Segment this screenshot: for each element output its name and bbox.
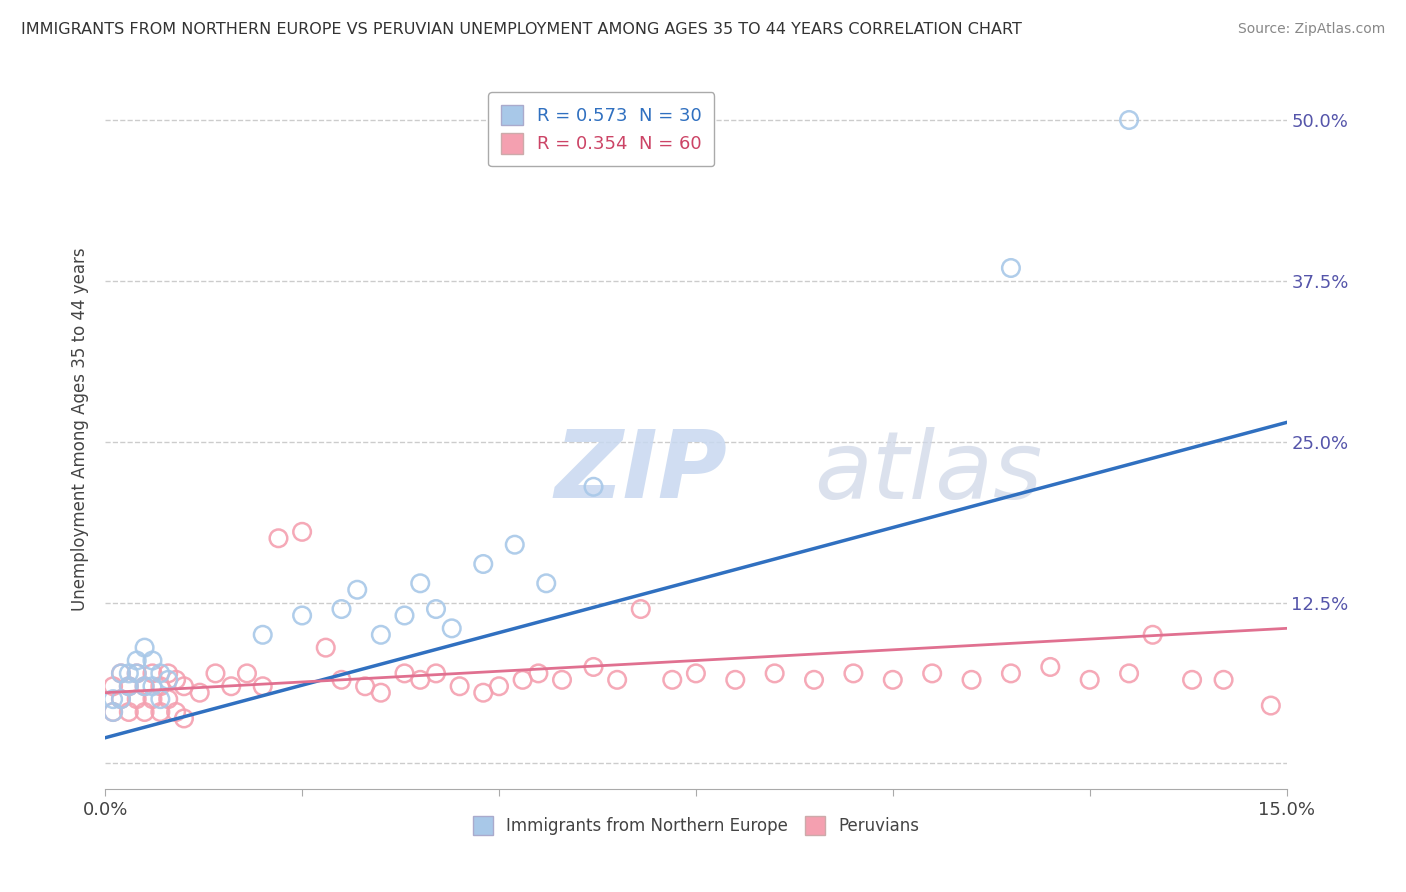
Point (685, 666, 707, 681)
Point (346, 582, 368, 597)
Point (1181, 673, 1204, 687)
Point (582, 480, 605, 494)
Point (425, 602, 447, 616)
Point (1118, 666, 1140, 681)
Point (118, 679, 141, 693)
Point (236, 666, 259, 681)
Point (472, 557, 495, 571)
Point (157, 666, 180, 681)
Text: IMMIGRANTS FROM NORTHERN EUROPE VS PERUVIAN UNEMPLOYMENT AMONG AGES 35 TO 44 YEA: IMMIGRANTS FROM NORTHERN EUROPE VS PERUV… (21, 22, 1022, 37)
Legend: Immigrants from Northern Europe, Peruvians: Immigrants from Northern Europe, Peruvia… (472, 815, 920, 835)
Point (291, 524, 314, 539)
Text: Source: ZipAtlas.com: Source: ZipAtlas.com (1237, 22, 1385, 37)
Point (440, 621, 463, 635)
Point (267, 531, 290, 545)
Y-axis label: Unemployment Among Ages 35 to 44 years: Unemployment Among Ages 35 to 44 years (72, 247, 89, 611)
Point (661, 673, 683, 687)
Point (134, 679, 156, 693)
Point (315, 640, 337, 655)
Point (630, 602, 652, 616)
Point (1000, 260, 1022, 275)
Point (188, 686, 211, 700)
Point (125, 692, 148, 706)
Point (149, 705, 172, 719)
Point (134, 679, 156, 693)
Point (149, 679, 172, 693)
Point (724, 673, 747, 687)
Point (204, 666, 226, 681)
Point (763, 666, 786, 681)
Point (149, 692, 172, 706)
Point (291, 608, 314, 623)
Point (141, 679, 163, 693)
Point (606, 673, 628, 687)
Point (165, 705, 187, 719)
Point (149, 666, 172, 681)
Point (173, 711, 195, 725)
Point (512, 673, 534, 687)
Point (125, 653, 148, 667)
Point (1260, 698, 1282, 713)
Point (803, 673, 825, 687)
Point (488, 679, 510, 693)
Point (370, 628, 392, 642)
Point (110, 666, 132, 681)
Point (110, 666, 132, 681)
Point (536, 576, 558, 591)
Point (252, 628, 274, 642)
Point (134, 705, 156, 719)
Point (118, 705, 141, 719)
Point (141, 692, 163, 706)
Point (118, 666, 141, 681)
Point (409, 673, 432, 687)
Point (1118, 113, 1140, 128)
Point (219, 679, 242, 693)
Point (1142, 628, 1164, 642)
Point (882, 673, 904, 687)
Point (134, 640, 156, 655)
Point (449, 679, 471, 693)
Point (110, 692, 132, 706)
Point (173, 679, 195, 693)
Point (110, 692, 132, 706)
Point (101, 705, 124, 719)
Point (330, 673, 353, 687)
Point (157, 673, 180, 687)
Point (394, 608, 416, 623)
Point (354, 679, 377, 693)
Point (472, 686, 495, 700)
Point (157, 692, 180, 706)
Point (141, 666, 163, 681)
Point (330, 602, 353, 616)
Point (101, 705, 124, 719)
Point (118, 679, 141, 693)
Point (409, 576, 432, 591)
Point (394, 666, 416, 681)
Point (960, 673, 983, 687)
Point (125, 666, 148, 681)
Text: ZIP: ZIP (554, 426, 727, 518)
Point (101, 692, 124, 706)
Point (425, 666, 447, 681)
Point (1078, 673, 1101, 687)
Point (1000, 666, 1022, 681)
Point (551, 673, 574, 687)
Point (582, 660, 605, 674)
Point (503, 538, 526, 552)
Point (101, 679, 124, 693)
Point (1039, 660, 1062, 674)
Text: atlas: atlas (814, 426, 1042, 517)
Point (921, 666, 943, 681)
Point (1212, 673, 1234, 687)
Point (165, 673, 187, 687)
Point (252, 679, 274, 693)
Point (842, 666, 865, 681)
Point (125, 666, 148, 681)
Point (370, 686, 392, 700)
Point (141, 653, 163, 667)
Point (527, 666, 550, 681)
